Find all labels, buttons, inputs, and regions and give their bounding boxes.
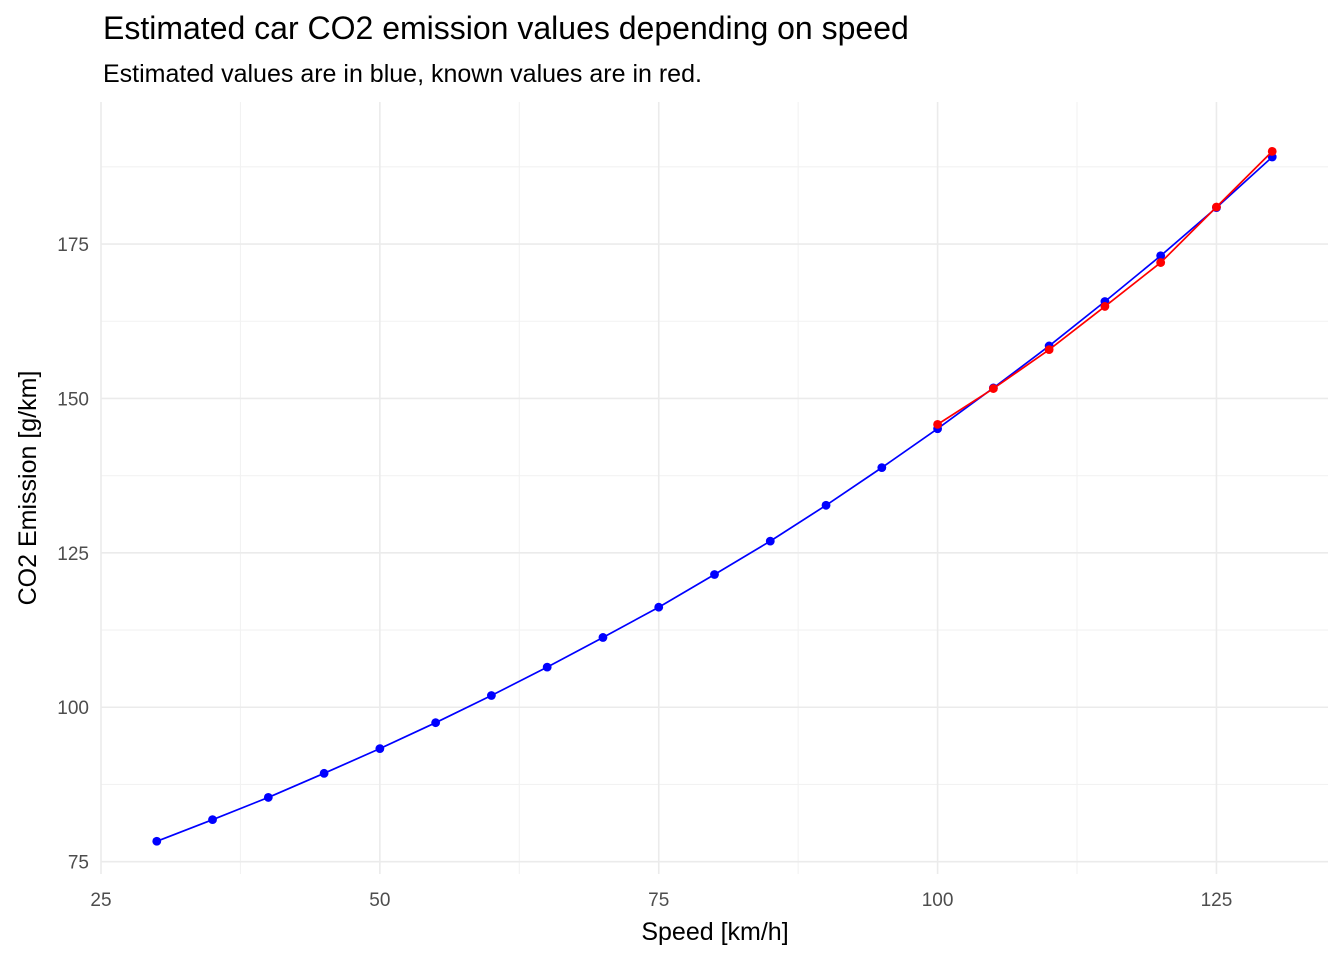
data-point xyxy=(1267,147,1277,156)
y-tick-label: 150 xyxy=(57,389,89,410)
x-tick-label: 100 xyxy=(922,890,954,911)
data-point xyxy=(1156,258,1166,267)
x-tick-label: 50 xyxy=(369,890,390,911)
data-point xyxy=(710,570,719,579)
x-axis-ticks: 25 50 75 100 125 xyxy=(90,890,1232,911)
y-tick-label: 75 xyxy=(68,853,89,874)
y-tick-label: 125 xyxy=(57,544,89,565)
x-tick-label: 75 xyxy=(648,890,669,911)
data-point xyxy=(152,836,162,846)
data-point xyxy=(1212,202,1221,212)
data-point xyxy=(821,500,831,510)
y-axis-ticks: 75 100 125 150 175 xyxy=(57,235,89,874)
data-point xyxy=(877,463,887,473)
data-point xyxy=(208,815,217,825)
data-point xyxy=(654,602,664,612)
y-tick-label: 175 xyxy=(57,235,89,256)
series-1 xyxy=(152,152,1277,846)
series-group xyxy=(152,147,1277,846)
series-2 xyxy=(933,147,1277,429)
data-point xyxy=(598,633,608,642)
y-axis-title: CO2 Emission [g/km] xyxy=(14,371,42,606)
series-line xyxy=(156,156,1273,843)
data-point xyxy=(1156,251,1166,261)
data-point xyxy=(375,744,385,754)
chart-title: Estimated car CO2 emission values depend… xyxy=(103,10,909,46)
chart-subtitle: Estimated values are in blue, known valu… xyxy=(103,60,702,88)
x-axis-title: Speed [km/h] xyxy=(641,918,788,946)
y-tick-label: 100 xyxy=(57,698,89,719)
data-point xyxy=(933,419,942,429)
data-point xyxy=(487,691,496,700)
data-point xyxy=(542,662,552,672)
grid xyxy=(100,102,1328,874)
data-point xyxy=(988,384,998,393)
data-point xyxy=(319,768,329,778)
data-point xyxy=(765,536,775,546)
series-line xyxy=(937,150,1273,426)
data-point xyxy=(431,718,441,728)
data-point xyxy=(1100,302,1110,311)
x-tick-label: 25 xyxy=(90,890,111,911)
data-point xyxy=(263,793,273,802)
data-point xyxy=(1044,345,1054,355)
x-tick-label: 125 xyxy=(1201,890,1233,911)
